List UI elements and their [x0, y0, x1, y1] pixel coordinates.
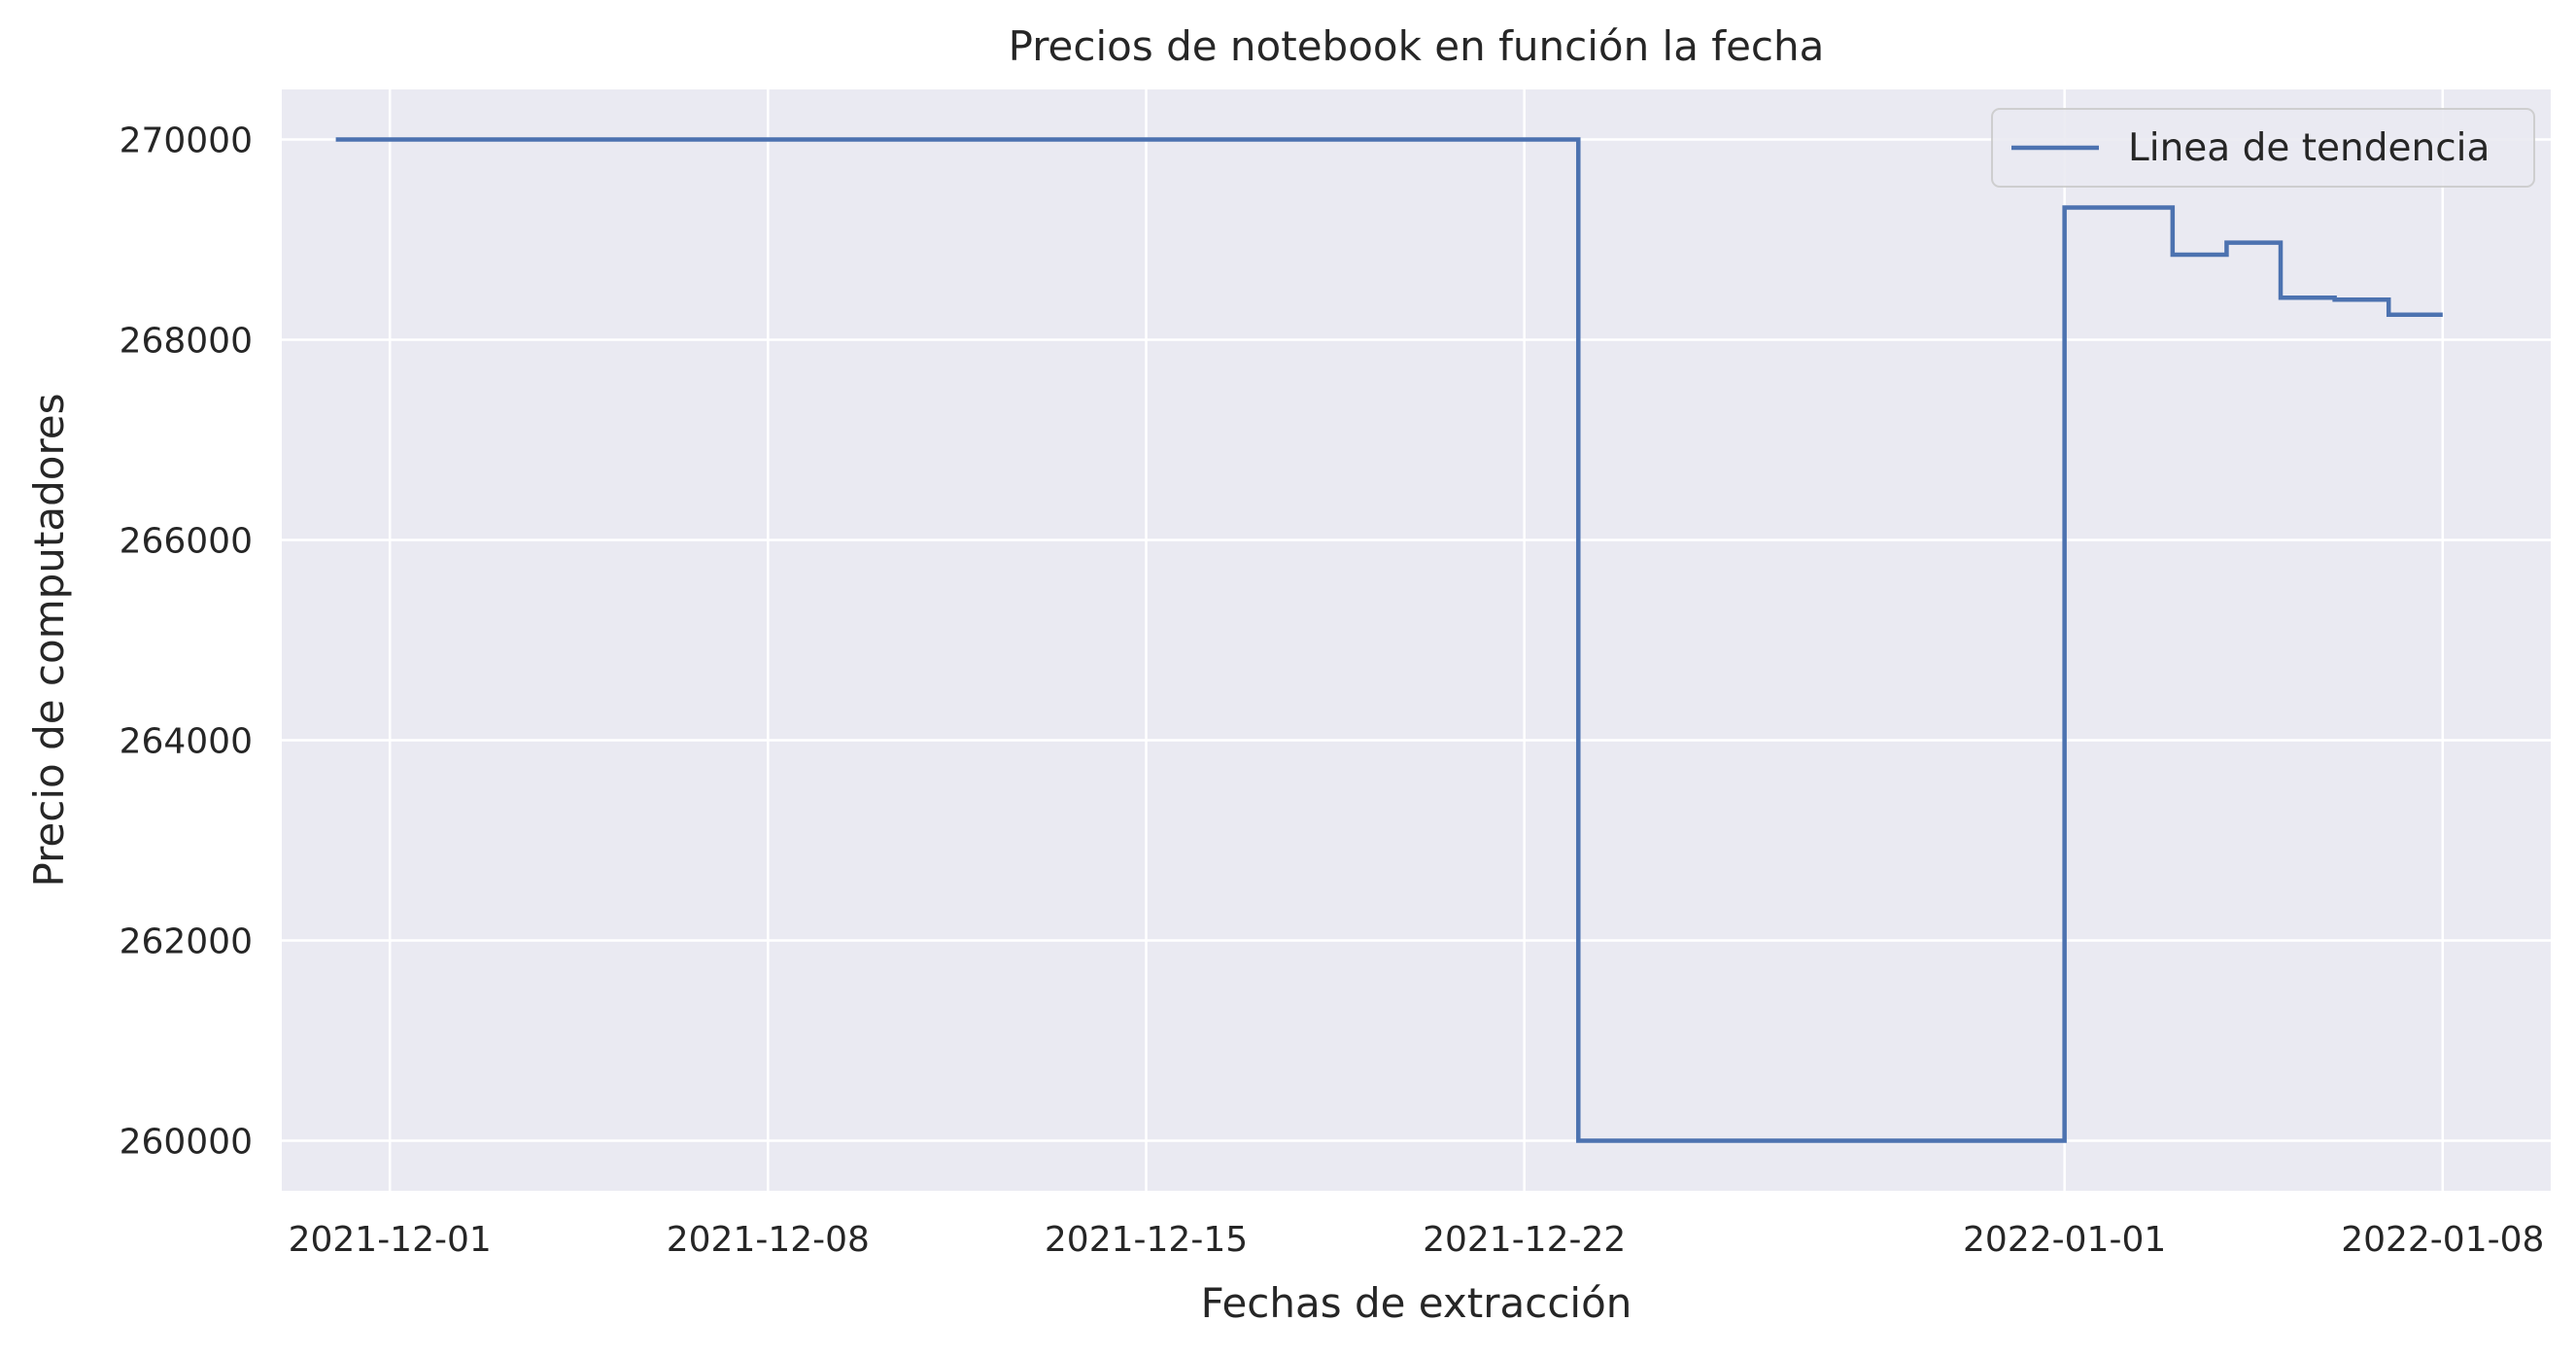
grid: [282, 89, 2551, 1191]
series-layer: [335, 137, 2443, 1143]
x-tick-label: 2021-12-08: [667, 1220, 870, 1260]
x-tick-label: 2021-12-22: [1423, 1220, 1626, 1260]
legend-label: Linea de tendencia: [2128, 126, 2490, 170]
x-tick-label: 2022-01-08: [2341, 1220, 2544, 1260]
legend-box: [1991, 108, 2535, 188]
y-tick-label: 262000: [120, 922, 253, 962]
x-tick-label: 2022-01-01: [1963, 1220, 2166, 1260]
x-axis-label: Fechas de extracción: [1201, 1279, 1632, 1327]
y-tick-label: 260000: [120, 1123, 253, 1163]
y-tick-label: 266000: [120, 522, 253, 562]
y-tick-label: 270000: [120, 122, 253, 161]
plot-area: [282, 89, 2551, 1191]
legend: Linea de tendencia: [1991, 108, 2535, 188]
y-tick-label: 268000: [120, 322, 253, 362]
x-tick-label: 2021-12-15: [1045, 1220, 1248, 1260]
series-line: [335, 137, 2443, 1143]
y-tick-label: 264000: [120, 722, 253, 762]
x-axis: 2021-12-01 2021-12-08 2021-12-15 2021-12-22…: [289, 1220, 2545, 1260]
y-axis: 260000 262000 264000 266000 268000 270000: [120, 122, 253, 1163]
chart-title: Precios de notebook en función la fecha: [1009, 22, 1825, 70]
y-axis-label: Precio de computadores: [25, 393, 73, 887]
x-tick-label: 2021-12-01: [289, 1220, 492, 1260]
